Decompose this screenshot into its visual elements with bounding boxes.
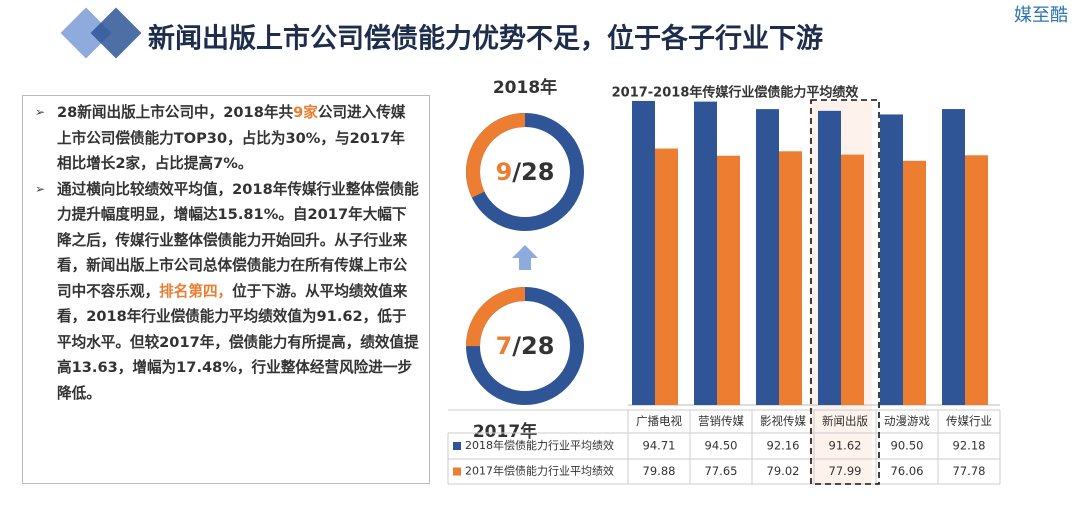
legend-swatch [453, 467, 461, 476]
donut-label-part: / [512, 158, 521, 186]
donut-label-part: 9 [496, 158, 513, 186]
donut-arc [466, 113, 584, 231]
bar [756, 109, 779, 406]
bar [841, 154, 864, 405]
category-label: 营销传媒 [698, 414, 744, 428]
table-value: 91.62 [829, 439, 862, 453]
diamond [60, 7, 112, 59]
bar [942, 109, 965, 405]
text-box: 28新闻出版上市公司中，2018年共9家公司进入传媒上市公司偿债能力TOP30，… [22, 95, 430, 484]
bar [903, 160, 926, 405]
table-value: 92.18 [953, 439, 986, 453]
bar [965, 155, 988, 405]
donut-label-part: 7 [496, 332, 513, 360]
category-label: 新闻出版 [822, 414, 868, 428]
legend-label: 2018年偿债能力行业平均绩效 [465, 438, 614, 452]
bullet: 通过横向比较绩效平均值，2018年传媒行业整体偿债能力提升幅度明显，增幅达15.… [35, 177, 419, 407]
table-value: 79.02 [767, 464, 800, 478]
donut-title: 2017年 [473, 421, 537, 442]
text-run: 位于下游。从平均绩效值来看，2018年行业偿债能力平均绩效值为91.62，低于平… [57, 282, 419, 402]
arrow [512, 245, 538, 270]
bar [655, 148, 678, 405]
title: 新闻出版上市公司偿债能力优势不足，位于各子行业下游 [148, 23, 823, 55]
chart-title: 2017-2018年传媒行业偿债能力平均绩效 [612, 85, 860, 101]
category-label: 广播电视 [636, 414, 682, 428]
donut-label-part: 28 [521, 332, 554, 360]
donut-arc [466, 287, 584, 405]
table-value: 92.16 [767, 439, 800, 453]
legend-label: 2017年偿债能力行业平均绩效 [465, 464, 614, 478]
category-label: 传媒行业 [946, 414, 992, 428]
bar [694, 101, 717, 406]
table-value: 79.88 [643, 464, 676, 478]
donut-label: 7/28 [496, 332, 555, 360]
donut-label: 9/28 [496, 158, 555, 186]
table-value: 77.78 [953, 464, 986, 478]
table-value: 94.50 [705, 439, 738, 453]
category-label: 动漫游戏 [884, 414, 930, 428]
brand: 媒至酷 [1014, 5, 1068, 26]
table-value: 77.99 [829, 464, 862, 478]
donut-label-part: / [512, 332, 521, 360]
text-run: 28新闻出版上市公司中，2018年共 [57, 104, 294, 121]
highlight-box [810, 99, 880, 485]
table-value: 94.71 [643, 439, 676, 453]
bar [880, 114, 903, 406]
text-run: 通过横向比较绩效平均值，2018年传媒行业整体偿债能力提升幅度明显，增幅达15.… [57, 180, 419, 300]
bar [632, 100, 655, 405]
text-run: 9家 [293, 104, 318, 121]
diamond [90, 7, 142, 59]
text-run: 公司进入传媒上市公司偿债能力TOP30，占比为30%，与2017年相比增长2家，… [57, 104, 406, 172]
donut-title: 2018年 [493, 77, 557, 98]
bar [818, 110, 841, 406]
text-run: 排名第四， [159, 282, 233, 300]
donut-label-part: 28 [521, 158, 554, 186]
legend-swatch [453, 442, 461, 450]
bullet: 28新闻出版上市公司中，2018年共9家公司进入传媒上市公司偿债能力TOP30，… [35, 100, 419, 177]
bar [779, 151, 802, 405]
table-value: 77.65 [705, 464, 738, 478]
category-label: 影视传媒 [760, 414, 806, 428]
bar [717, 155, 740, 405]
table-value: 90.50 [891, 439, 924, 453]
table-value: 76.06 [891, 464, 924, 478]
